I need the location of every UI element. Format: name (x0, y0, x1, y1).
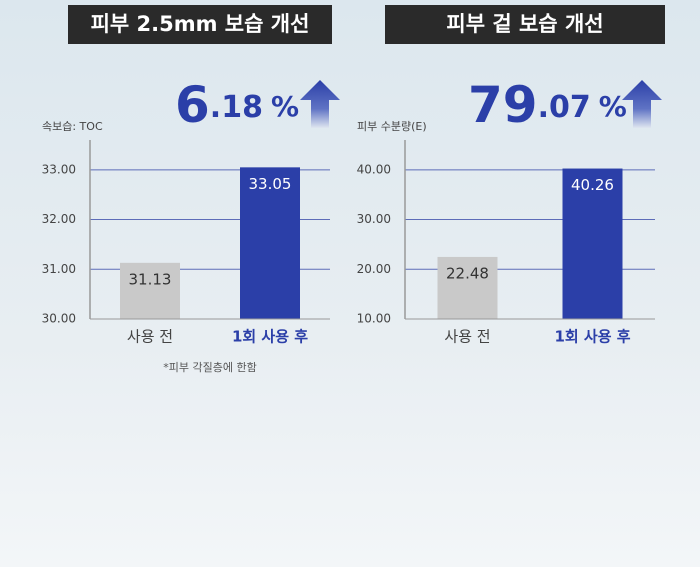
highlight-part: 79 (468, 76, 538, 134)
y-tick-label: 20.00 (357, 262, 391, 276)
footnote: *피부 각질층에 한함 (163, 361, 256, 374)
x-tick-label: 사용 전 (444, 328, 490, 346)
up-arrow (622, 80, 662, 128)
value-label: 31.13 (129, 270, 172, 288)
value-label: 33.05 (249, 175, 292, 193)
y-tick-label: 30.00 (42, 312, 76, 326)
y-axis-label: 속보습: TOC (42, 120, 103, 133)
bar (240, 167, 300, 319)
y-tick-label: 32.00 (42, 212, 76, 226)
y-tick-label: 31.00 (42, 262, 76, 276)
x-tick-label: 1회 사용 후 (554, 328, 630, 346)
x-tick-label: 1회 사용 후 (232, 328, 308, 346)
y-tick-label: 10.00 (357, 312, 391, 326)
chart-title: 피부 2.5mm 보습 개선 (91, 12, 310, 36)
title-box (68, 5, 332, 44)
highlight: 6.18% (175, 76, 299, 134)
chart-title: 피부 겉 보습 개선 (446, 12, 603, 36)
highlight-part: 6 (175, 76, 210, 134)
y-axis-label: 피부 수분량(E) (357, 120, 427, 133)
x-tick-label: 사용 전 (127, 328, 173, 346)
title-box (385, 5, 665, 44)
value-label: 40.26 (571, 176, 614, 194)
highlight-part: % (271, 90, 299, 123)
value-label: 22.48 (446, 264, 489, 282)
bar (562, 168, 623, 319)
highlight: 79.07% (468, 76, 627, 134)
up-arrow (300, 80, 340, 128)
y-tick-label: 33.00 (42, 162, 76, 176)
bar (437, 256, 498, 319)
bar (120, 262, 180, 319)
y-tick-label: 40.00 (357, 162, 391, 176)
highlight-part: .18 (210, 90, 263, 125)
y-tick-label: 30.00 (357, 212, 391, 226)
highlight-part: .07 (538, 90, 591, 125)
highlight-part: % (599, 90, 627, 123)
